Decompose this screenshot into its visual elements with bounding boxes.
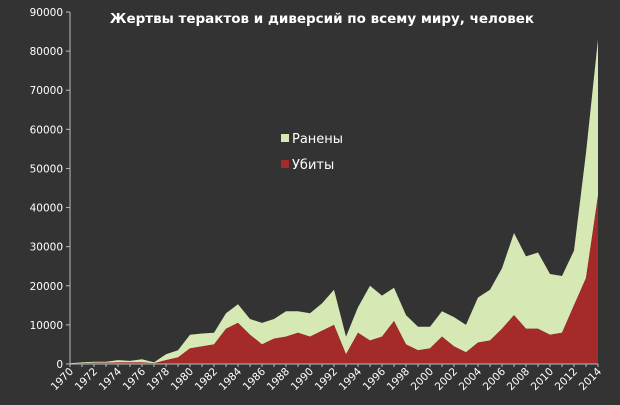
x-tick-label: 2006 [481,365,509,393]
areas-group [70,39,598,364]
x-tick-label: 1988 [265,366,292,393]
series-area-wounded [70,39,598,364]
x-tick-label: 2008 [505,366,532,393]
x-tick-label: 1972 [73,366,100,393]
x-tick-label: 2004 [457,365,485,393]
x-tick-label: 1980 [169,366,196,393]
y-tick-label: 10000 [30,320,63,332]
y-tick-label: 50000 [30,163,63,175]
x-tick-label: 1982 [193,366,220,393]
x-tick-label: 1994 [337,365,365,393]
x-tick-label: 1992 [313,366,340,393]
y-tick-label: 60000 [30,124,63,136]
x-tick-label: 1986 [241,365,269,393]
legend-label-killed: Убиты [292,158,334,173]
x-tick-label: 1976 [121,365,149,393]
x-tick-label: 1998 [385,366,412,393]
y-tick-label: 0 [56,359,63,371]
x-tick-label: 1974 [97,365,125,393]
series-area-killed [70,195,598,364]
legend-swatch-wounded [281,134,289,142]
legend-label-wounded: Ранены [292,132,343,147]
legend: Ранены Убиты [281,132,343,173]
x-tick-label: 2014 [577,365,605,393]
x-tick-label: 2002 [433,366,460,393]
y-tick-label: 30000 [30,242,63,254]
x-tick-label: 2012 [553,366,580,393]
y-tick-label: 20000 [30,281,63,293]
y-tick-label: 70000 [30,85,63,97]
chart-title: Жертвы терактов и диверсий по всему миру… [110,11,534,27]
y-tick-label: 40000 [30,203,63,215]
x-tick-label: 1990 [289,366,316,393]
y-tick-label: 80000 [30,46,63,58]
legend-swatch-killed [281,160,289,168]
x-tick-label: 1996 [361,365,389,393]
x-tick-label: 1978 [145,366,172,393]
x-tick-label: 1984 [217,365,245,393]
x-axis-ticks: 1970197219741976197819801982198419861988… [49,364,605,393]
y-tick-label: 90000 [30,7,63,19]
x-tick-label: 2000 [409,366,436,393]
x-tick-label: 1970 [49,366,76,393]
x-tick-label: 2010 [529,366,556,393]
y-axis-ticks: 0 10000 20000 30000 40000 50000 60000 70000 8000… [30,7,70,371]
